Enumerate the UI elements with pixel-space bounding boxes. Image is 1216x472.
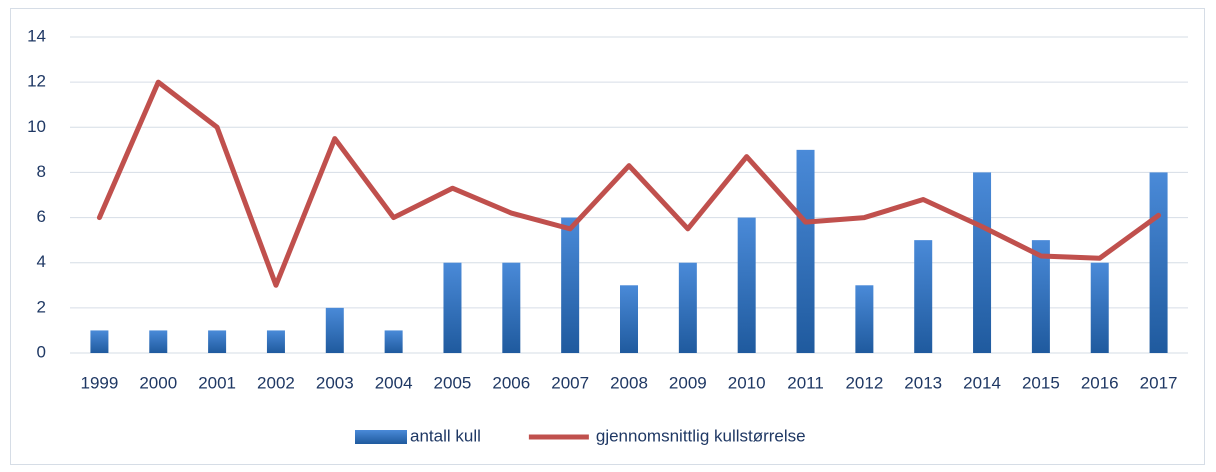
bar — [266, 330, 285, 353]
y-tick-label: 0 — [37, 342, 46, 361]
bar — [973, 172, 992, 353]
x-tick-label: 2014 — [963, 373, 1001, 392]
bar — [443, 262, 462, 353]
bar — [384, 330, 403, 353]
y-tick-label: 2 — [37, 297, 46, 316]
chart-frame — [10, 8, 1205, 465]
y-tick-label: 10 — [27, 117, 46, 136]
x-tick-label: 2007 — [551, 373, 589, 392]
legend-swatch — [355, 430, 407, 444]
x-tick-label: 2000 — [139, 373, 177, 392]
x-tick-label: 2011 — [787, 373, 824, 392]
y-tick-label: 14 — [27, 26, 46, 45]
y-tick-label: 8 — [37, 162, 46, 181]
y-tick-label: 6 — [37, 207, 46, 226]
bar — [208, 330, 227, 353]
bar — [796, 149, 815, 353]
bar — [325, 307, 344, 353]
x-tick-label: 2015 — [1022, 373, 1060, 392]
bar — [737, 217, 756, 353]
bar — [678, 262, 697, 353]
bar — [149, 330, 168, 353]
x-tick-label: 1999 — [81, 373, 119, 392]
bar — [620, 285, 638, 353]
x-tick-label: 2016 — [1081, 373, 1119, 392]
bar — [561, 217, 580, 353]
x-tick-label: 2004 — [375, 373, 413, 392]
bar — [502, 262, 521, 353]
x-tick-label: 2002 — [257, 373, 295, 392]
x-tick-label: 2006 — [492, 373, 530, 392]
bar — [914, 240, 933, 353]
x-tick-label: 2008 — [610, 373, 648, 392]
x-tick-label: 2003 — [316, 373, 354, 392]
x-tick-label: 2005 — [434, 373, 472, 392]
legend-label: gjennomsnittlig kullstørrelse — [596, 426, 806, 445]
legend-label: antall kull — [410, 426, 481, 445]
bar — [1149, 172, 1168, 353]
bar — [90, 330, 109, 353]
x-tick-label: 2009 — [669, 373, 707, 392]
line — [96, 79, 1162, 288]
y-tick-label: 12 — [27, 72, 46, 91]
x-tick-label: 2001 — [198, 373, 236, 392]
bar — [1090, 262, 1109, 353]
x-tick-label: 2010 — [728, 373, 766, 392]
x-tick-label: 2012 — [845, 373, 883, 392]
bar — [1031, 240, 1050, 353]
x-tick-label: 2013 — [904, 373, 942, 392]
y-tick-label: 4 — [37, 252, 46, 271]
bar — [855, 285, 874, 353]
x-tick-label: 2017 — [1140, 373, 1178, 392]
